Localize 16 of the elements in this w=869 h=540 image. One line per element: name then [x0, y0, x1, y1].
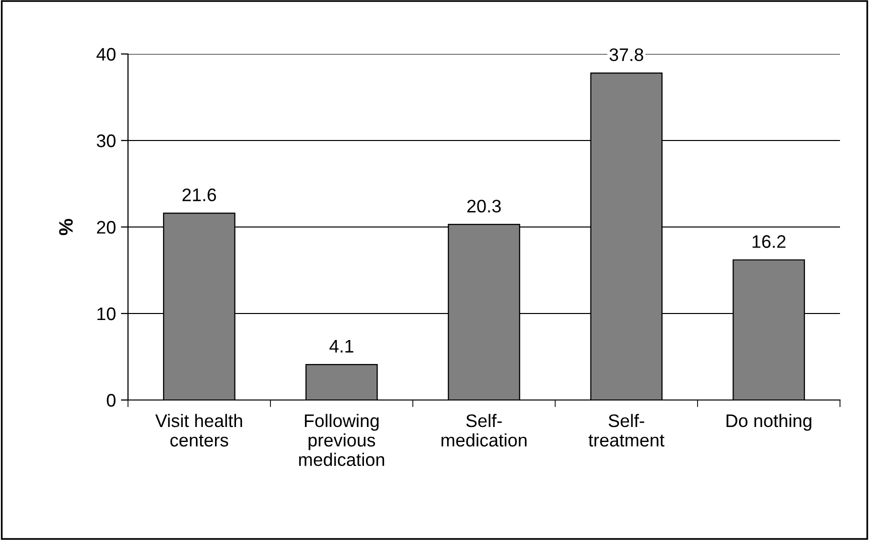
y-tick-label: 40	[96, 48, 116, 61]
x-tick-label: Following previous medication	[299, 414, 384, 466]
data-label: 4.1	[329, 340, 354, 352]
x-tick-label: Visit health centers	[155, 414, 242, 447]
data-label: 37.8	[610, 48, 644, 62]
y-tick-label: 0	[106, 394, 116, 407]
x-tick-label: Self- treatment	[588, 414, 664, 447]
data-label: 20.3	[467, 200, 501, 213]
x-tick-label: Do nothing	[726, 414, 812, 431]
y-tick-label: 30	[96, 134, 116, 148]
y-axis-title: %	[59, 218, 73, 236]
y-tick-label: 10	[97, 307, 116, 320]
y-tick-label: 20	[97, 220, 116, 234]
data-label: 16.2	[752, 235, 786, 248]
data-label: 21.6	[182, 188, 216, 202]
x-tick-label: Self- medication	[442, 414, 526, 447]
